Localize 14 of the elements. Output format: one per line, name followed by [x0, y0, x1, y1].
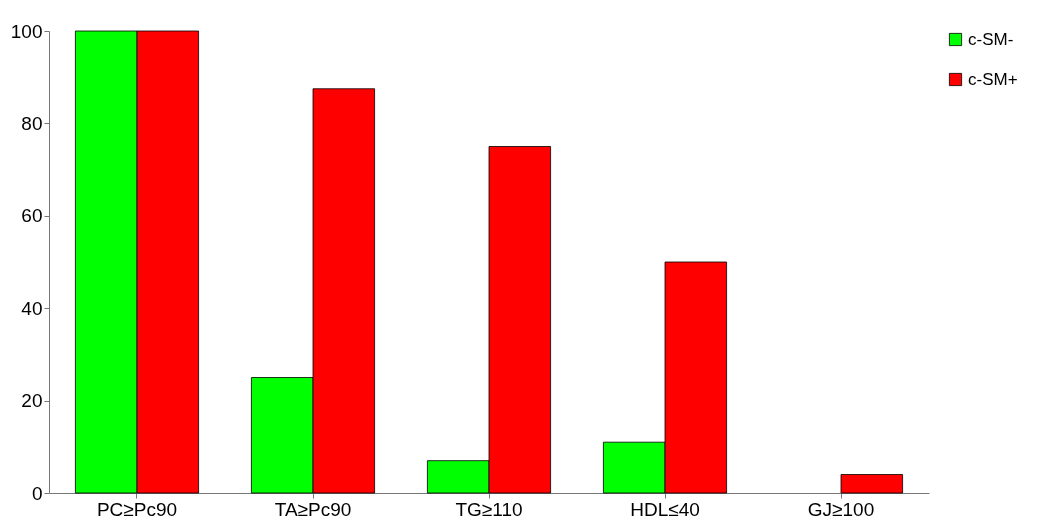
x-tick-label: GJ≥100 [807, 498, 875, 520]
bar [840, 474, 903, 494]
y-tick-label: 60 [21, 205, 43, 227]
legend-label: c-SM+ [968, 69, 1018, 89]
x-tick-label: PC≥Pc90 [96, 498, 178, 520]
y-tick-label: 20 [21, 390, 43, 412]
legend-label: c-SM- [968, 29, 1014, 49]
y-tick-label: 80 [21, 112, 43, 134]
x-tick-label: TG≥110 [455, 498, 523, 520]
y-tick-label: 0 [31, 482, 43, 504]
y-tick-label: 40 [21, 297, 43, 319]
y-tick-label: 100 [10, 20, 43, 42]
x-tick-label: TA≥Pc90 [274, 498, 352, 520]
x-tick-label: HDL≤40 [630, 498, 700, 520]
